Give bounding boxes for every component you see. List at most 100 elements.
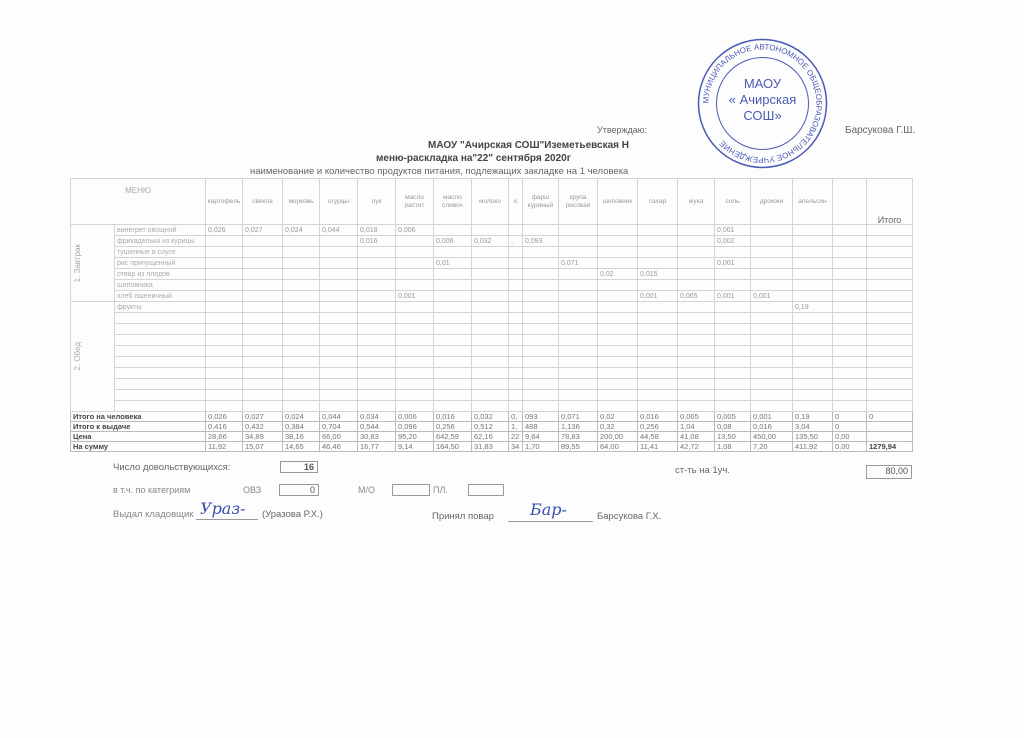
quantity-cell xyxy=(282,389,320,401)
quantity-cell xyxy=(508,246,523,258)
quantity-cell xyxy=(319,345,358,357)
quantity-cell xyxy=(750,257,793,269)
table-row xyxy=(71,400,913,412)
summary-cell: 0,024 xyxy=(282,411,320,422)
quantity-cell xyxy=(319,279,358,291)
org-title: МАОУ "Ачирская СОШ"Иземетьевская Н xyxy=(428,140,630,151)
quantity-cell xyxy=(866,400,913,412)
quantity-cell xyxy=(357,257,396,269)
quantity-cell xyxy=(637,301,678,313)
summary-cell: 0,256 xyxy=(433,421,472,432)
quantity-cell xyxy=(508,356,523,368)
products-header: наименование и количество продуктов пита… xyxy=(250,166,629,177)
quantity-cell xyxy=(750,389,793,401)
menu-dish: тушенные в соусе xyxy=(114,246,206,258)
quantity-cell xyxy=(597,356,638,368)
quantity-cell: , xyxy=(508,235,523,247)
quantity-cell xyxy=(832,257,867,269)
quantity-cell xyxy=(205,378,243,390)
quantity-cell xyxy=(395,400,434,412)
quantity-cell: 0,027 xyxy=(242,224,283,236)
column-header: дрожжи xyxy=(750,178,793,225)
quantity-cell xyxy=(750,400,793,412)
quantity-cell xyxy=(522,301,559,313)
quantity-cell xyxy=(832,224,867,236)
quantity-cell xyxy=(508,367,523,379)
table-row: 1. Завтрак винегрет овощной 0,026 0,027 0,02… xyxy=(70,224,913,302)
column-header: масло сливоч xyxy=(433,178,472,225)
quantity-cell xyxy=(677,312,715,324)
quantity-cell xyxy=(558,345,598,357)
quantity-cell xyxy=(508,301,523,313)
summary-cell: 0,016 xyxy=(637,411,678,422)
quantity-cell: 0,006 xyxy=(395,224,434,236)
summary-cell: 135,50 xyxy=(792,431,833,442)
quantity-cell xyxy=(677,268,715,280)
summary-cell: 0,704 xyxy=(319,421,358,432)
quantity-cell xyxy=(471,257,509,269)
quantity-cell xyxy=(471,378,509,390)
summary-cell: 62,16 xyxy=(471,431,509,442)
quantity-cell xyxy=(395,323,434,335)
summary-cell: 1, xyxy=(508,421,523,432)
quantity-cell: 0,02 xyxy=(597,268,638,280)
quantity-cell xyxy=(319,268,358,280)
quantity-cell xyxy=(597,257,638,269)
quantity-cell xyxy=(471,246,509,258)
quantity-cell xyxy=(508,323,523,335)
approve-label: Утверждаю: xyxy=(597,125,648,135)
quantity-cell xyxy=(866,246,913,258)
quantity-cell xyxy=(357,268,396,280)
quantity-cell xyxy=(357,356,396,368)
column-header: Итого xyxy=(866,178,913,225)
quantity-cell xyxy=(395,235,434,247)
svg-text:« Ачирская: « Ачирская xyxy=(729,92,797,107)
menu-dish: рис припущенный xyxy=(114,257,206,269)
summary-cell: 22 xyxy=(508,431,523,442)
table-row: тушенные в соусе xyxy=(71,246,913,258)
summary-row: Итого на человека 0,026 0,027 0,024 0,044 0,0… xyxy=(70,411,913,422)
ovz-label: ОВЗ xyxy=(243,485,262,495)
quantity-cell xyxy=(637,257,678,269)
quantity-cell xyxy=(792,279,833,291)
quantity-cell xyxy=(866,290,913,302)
quantity-cell xyxy=(597,301,638,313)
pl-label: ПЛ. xyxy=(433,485,448,495)
svg-text:МАОУ: МАОУ xyxy=(744,76,782,91)
quantity-cell xyxy=(242,268,283,280)
quantity-cell xyxy=(282,345,320,357)
table-row xyxy=(71,378,913,390)
quantity-cell xyxy=(637,345,678,357)
menu-dish: фрикадельки из курицы xyxy=(114,235,206,247)
menu-header: МЕНЮ xyxy=(70,178,206,225)
column-header: фарш куриный xyxy=(522,178,559,225)
summary-cell: 78,83 xyxy=(558,431,598,442)
quantity-cell xyxy=(832,367,867,379)
summary-cell: 0, xyxy=(508,411,523,422)
summary-cell: 450,00 xyxy=(750,431,793,442)
quantity-cell xyxy=(558,235,598,247)
quantity-cell xyxy=(471,356,509,368)
summary-row: Цена 28,66 34,89 38,16 66,00 30,83 95,20 642,59… xyxy=(70,431,913,442)
summary-cell: 0,032 xyxy=(471,411,509,422)
quantity-cell xyxy=(205,345,243,357)
quantity-cell xyxy=(357,279,396,291)
quantity-cell xyxy=(433,389,472,401)
summary-cell: 164,50 xyxy=(433,441,472,452)
quantity-cell xyxy=(597,400,638,412)
menu-title: меню-раскладка на"22" сентября 2020г xyxy=(376,153,571,164)
quantity-cell xyxy=(558,323,598,335)
quantity-cell xyxy=(205,367,243,379)
quantity-cell: 0,001 xyxy=(714,224,751,236)
quantity-cell xyxy=(677,301,715,313)
quantity-cell xyxy=(357,323,396,335)
quantity-cell xyxy=(866,334,913,346)
quantity-cell xyxy=(750,246,793,258)
quantity-cell xyxy=(319,389,358,401)
summary-label: Итого к выдаче xyxy=(70,421,206,432)
categories-label: в т.ч. по категриям xyxy=(113,485,191,495)
quantity-cell xyxy=(637,312,678,324)
quantity-cell xyxy=(242,323,283,335)
menu-dish: винегрет овощной xyxy=(114,224,206,236)
quantity-cell xyxy=(395,345,434,357)
